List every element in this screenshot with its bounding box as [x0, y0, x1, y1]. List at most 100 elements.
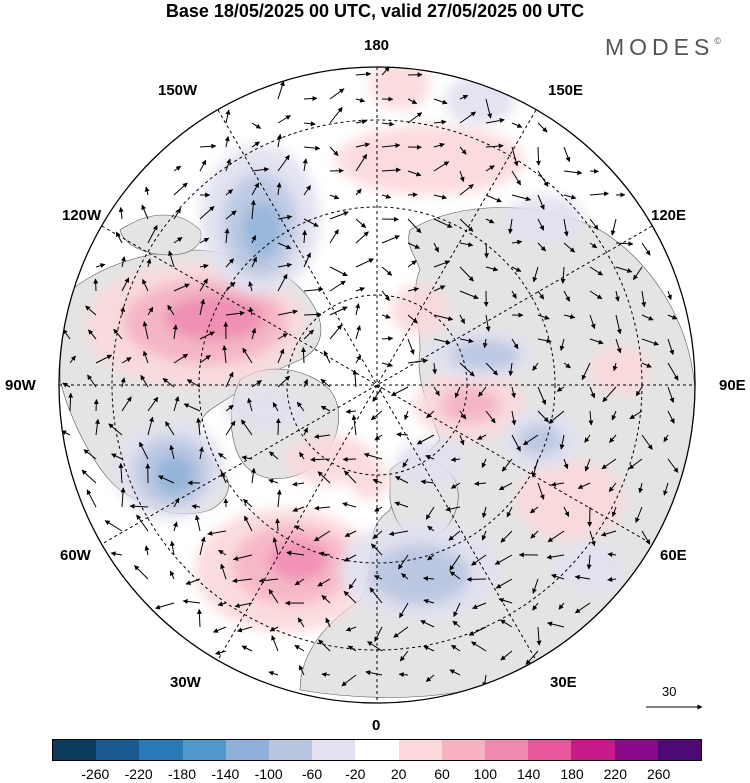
wind-vector [547, 621, 565, 628]
wind-vector [144, 545, 150, 556]
wind-vector [485, 194, 502, 203]
wind-vector [641, 530, 651, 545]
wind-vector [511, 194, 531, 202]
wind-vector [641, 434, 653, 450]
wind-vector [401, 573, 409, 580]
wind-vector [481, 530, 487, 541]
wind-vector [251, 235, 256, 244]
wind-vector [199, 237, 210, 244]
wind-vector [494, 554, 513, 565]
wind-vector [396, 432, 409, 438]
wind-vector [423, 645, 435, 652]
wind-vector [511, 266, 522, 272]
wind-vector [433, 98, 448, 105]
wind-vector [498, 482, 513, 491]
wind-vector [129, 503, 149, 509]
wind-vector [241, 645, 253, 652]
wind-vector [615, 241, 634, 247]
wind-vector [394, 501, 409, 508]
wind-vector [142, 350, 149, 364]
wind-vector [374, 626, 383, 642]
wind-vector [537, 410, 549, 423]
wind-vector [459, 314, 466, 325]
wind-vector [381, 235, 400, 244]
wind-vector [303, 311, 322, 317]
wind-vector [563, 170, 583, 176]
wind-vector [381, 121, 395, 127]
wind-vector [433, 386, 440, 397]
wind-vector [372, 386, 383, 403]
wind-vector [589, 168, 599, 174]
wind-vector [272, 402, 279, 412]
wind-vector [667, 410, 675, 424]
colorbar-tick-label: -180 [167, 766, 197, 782]
wind-vector [244, 515, 253, 532]
wind-vector [536, 146, 542, 166]
wind-vector [355, 303, 361, 316]
wind-vector [537, 338, 552, 344]
wind-vector [508, 362, 514, 377]
wind-vector [194, 514, 201, 532]
wind-vector [292, 481, 305, 487]
wind-vector [173, 182, 188, 196]
wind-vector [474, 481, 487, 487]
wind-vector [94, 418, 100, 436]
wind-vector [425, 454, 435, 460]
wind-vector [355, 188, 362, 196]
wind-vector [301, 347, 307, 364]
wind-vector [88, 329, 97, 340]
lon-label-30e: 30E [550, 674, 577, 691]
wind-vector [248, 281, 254, 292]
wind-vector [607, 576, 617, 582]
wind-vector [459, 410, 467, 420]
wind-vector [607, 552, 617, 558]
colorbar-tick-label: -140 [211, 766, 240, 782]
wind-vector [641, 242, 651, 256]
wind-vector [199, 159, 207, 172]
wind-vector [399, 602, 409, 619]
wind-vector [427, 554, 435, 561]
wind-vector [225, 158, 232, 172]
wind-vector [388, 530, 409, 537]
wind-vector [581, 362, 591, 381]
wind-vector [303, 145, 321, 151]
wind-vector [341, 674, 357, 687]
wind-vector [269, 626, 279, 632]
wind-vector [277, 214, 293, 220]
wind-vector [381, 266, 393, 276]
wind-vector [556, 386, 565, 392]
colorbar-swatch [139, 740, 183, 760]
wind-vector [276, 489, 282, 508]
wind-vector [212, 626, 227, 633]
wind-vector [432, 362, 438, 375]
wind-vector [641, 338, 659, 346]
wind-vector [173, 283, 190, 292]
wind-vector [453, 602, 461, 618]
wind-vector [314, 434, 331, 439]
reference-vector-value: 30 [662, 684, 677, 699]
wind-vector [404, 410, 409, 421]
colorbar-swatch [571, 740, 615, 760]
wind-vector [173, 165, 182, 172]
colorbar-swatch [398, 740, 442, 760]
colorbar-tick-label: -100 [254, 766, 283, 782]
wind-vector [500, 619, 513, 628]
wind-vector [667, 314, 678, 320]
wind-vector [108, 423, 123, 436]
wind-vector [232, 578, 253, 584]
wind-vector [173, 236, 183, 244]
wind-vector [632, 266, 643, 281]
wind-vector [407, 287, 420, 292]
wind-vector [296, 401, 305, 412]
wind-vector [485, 98, 493, 119]
colorbar-swatch [528, 740, 572, 760]
wind-vector [420, 620, 435, 628]
colorbar-tick-label: -260 [81, 766, 110, 782]
wind-vector [454, 386, 461, 399]
wind-vector [558, 602, 565, 610]
wind-vector [272, 537, 279, 556]
wind-vector [537, 170, 549, 187]
wind-vector [191, 504, 201, 509]
wind-vector [370, 410, 383, 421]
wind-vector [325, 617, 331, 628]
